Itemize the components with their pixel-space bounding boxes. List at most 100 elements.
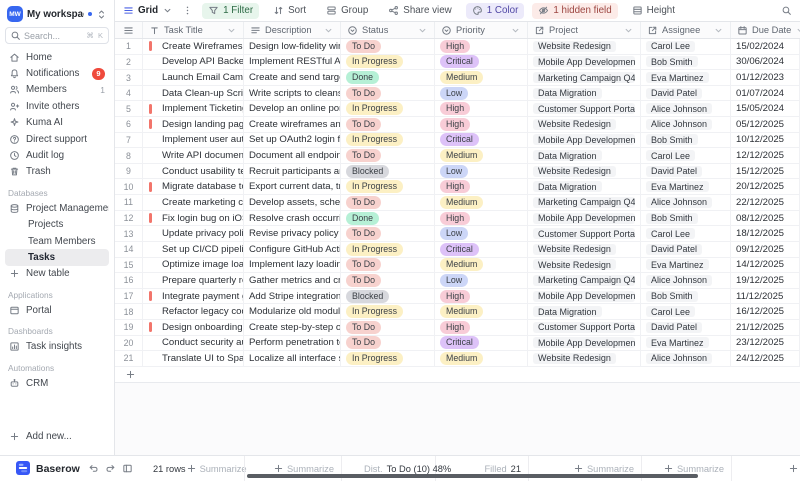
assignee-cell[interactable]: Alice Johnson	[641, 117, 731, 132]
view-options-icon[interactable]	[182, 5, 193, 16]
due-date-cell[interactable]: 20/12/2025	[731, 179, 800, 195]
task-title-cell[interactable]: Launch Email Campaign	[143, 70, 244, 85]
summarize-assignee[interactable]: Summarize	[663, 463, 724, 474]
description-cell[interactable]: Configure GitHub Actions f...	[244, 241, 341, 257]
due-date-cell[interactable]: 18/12/2025	[731, 226, 800, 241]
project-cell[interactable]: Mobile App Development	[528, 132, 641, 148]
assignee-cell[interactable]: David Patel	[641, 241, 731, 257]
workspace-selector-icon[interactable]	[96, 9, 107, 20]
priority-cell[interactable]: Low	[435, 226, 528, 241]
new-table-button[interactable]: New table	[5, 266, 109, 282]
priority-cell[interactable]: Medium	[435, 148, 528, 163]
sidebar-table-projects[interactable]: Projects	[28, 219, 64, 231]
toolbar-button-sort[interactable]: Sort	[267, 3, 312, 19]
priority-filled-count[interactable]: Filled 21	[435, 456, 528, 481]
row-number-cell[interactable]: 8	[115, 148, 143, 163]
priority-cell[interactable]: Medium	[435, 304, 528, 319]
description-cell[interactable]: Export current data, transf...	[244, 179, 341, 195]
sidebar-item-audit-log[interactable]: Audit log	[5, 147, 109, 163]
row-number-cell[interactable]: 12	[115, 210, 143, 226]
summarize-description[interactable]: Summarize	[273, 463, 334, 474]
due-date-cell[interactable]: 09/12/2025	[731, 241, 800, 257]
toolbar-button-1-hidden-field[interactable]: 1 hidden field	[532, 2, 618, 19]
task-title-cell[interactable]: Develop API Backend	[143, 54, 244, 70]
toolbar-button-1-color[interactable]: 1 Color	[465, 2, 525, 19]
sidebar-search-input[interactable]: Search... ⌘ K	[5, 27, 109, 44]
description-cell[interactable]: Create step-by-step onboa...	[244, 319, 341, 335]
sidebar-item-portal[interactable]: Portal	[5, 302, 109, 318]
description-cell[interactable]: Develop assets, schedule e...	[244, 195, 341, 210]
row-number-cell[interactable]: 3	[115, 70, 143, 85]
priority-cell[interactable]: Medium	[435, 195, 528, 210]
assignee-cell[interactable]: Alice Johnson	[641, 351, 731, 366]
assignee-cell[interactable]: Eva Martinez	[641, 335, 731, 351]
assignee-cell[interactable]: Alice Johnson	[641, 273, 731, 288]
row-number-cell[interactable]: 6	[115, 117, 143, 132]
row-number-cell[interactable]: 18	[115, 304, 143, 319]
column-header-project[interactable]: Project	[528, 22, 641, 38]
view-switcher[interactable]: Grid	[123, 5, 173, 16]
task-title-cell[interactable]: Design onboarding flow	[143, 319, 244, 335]
priority-cell[interactable]: Medium	[435, 70, 528, 85]
project-cell[interactable]: Mobile App Development	[528, 335, 641, 351]
row-number-cell[interactable]: 17	[115, 288, 143, 304]
status-cell[interactable]: Done	[341, 210, 435, 226]
row-number-cell[interactable]: 9	[115, 163, 143, 179]
task-title-cell[interactable]: Conduct usability testing	[143, 163, 244, 179]
due-date-cell[interactable]: 24/12/2025	[731, 351, 800, 366]
project-cell[interactable]: Website Redesign	[528, 257, 641, 273]
sidebar-item-kuma-ai[interactable]: Kuma AI	[5, 115, 109, 131]
due-date-cell[interactable]: 11/12/2025	[731, 288, 800, 304]
due-date-cell[interactable]: 15/12/2025	[731, 163, 800, 179]
due-date-cell[interactable]: 08/12/2025	[731, 210, 800, 226]
add-new-button[interactable]: Add new...	[5, 429, 109, 445]
status-cell[interactable]: In Progress	[341, 101, 435, 117]
row-number-cell[interactable]: 7	[115, 132, 143, 148]
assignee-cell[interactable]: Bob Smith	[641, 210, 731, 226]
sidebar-table-tasks[interactable]: Tasks	[5, 249, 109, 266]
description-cell[interactable]: Gather metrics and create ...	[244, 273, 341, 288]
project-cell[interactable]: Website Redesign	[528, 163, 641, 179]
priority-cell[interactable]: High	[435, 179, 528, 195]
assignee-cell[interactable]: Bob Smith	[641, 54, 731, 70]
status-cell[interactable]: To Do	[341, 335, 435, 351]
task-title-cell[interactable]: Update privacy policy	[143, 226, 244, 241]
description-cell[interactable]: Modularize old modules an...	[244, 304, 341, 319]
status-cell[interactable]: To Do	[341, 226, 435, 241]
status-cell[interactable]: To Do	[341, 319, 435, 335]
row-number-cell[interactable]: 20	[115, 335, 143, 351]
task-title-cell[interactable]: Conduct security audit	[143, 335, 244, 351]
row-number-cell[interactable]: 15	[115, 257, 143, 273]
description-cell[interactable]: Implement RESTful API end...	[244, 54, 341, 70]
due-date-cell[interactable]: 14/12/2025	[731, 257, 800, 273]
description-cell[interactable]: Document all endpoints for...	[244, 148, 341, 163]
row-number-cell[interactable]: 21	[115, 351, 143, 366]
priority-cell[interactable]: Medium	[435, 257, 528, 273]
description-cell[interactable]: Add Stripe integration for s...	[244, 288, 341, 304]
sidebar-item-trash[interactable]: Trash	[5, 164, 109, 180]
due-date-cell[interactable]: 01/12/2023	[731, 70, 800, 85]
status-distribution[interactable]: Dist. To Do (10) 48%	[341, 456, 451, 481]
due-date-cell[interactable]: 12/12/2025	[731, 148, 800, 163]
row-number-cell[interactable]: 13	[115, 226, 143, 241]
assignee-cell[interactable]: Carol Lee	[641, 148, 731, 163]
status-cell[interactable]: To Do	[341, 257, 435, 273]
description-cell[interactable]: Set up OAuth2 login flow, p...	[244, 132, 341, 148]
project-cell[interactable]: Data Migration	[528, 148, 641, 163]
task-title-cell[interactable]: Optimize image loading	[143, 257, 244, 273]
assignee-cell[interactable]: Bob Smith	[641, 288, 731, 304]
assignee-cell[interactable]: Eva Martinez	[641, 70, 731, 85]
task-title-cell[interactable]: Fix login bug on iOS	[143, 210, 244, 226]
description-cell[interactable]: Implement lazy loading and...	[244, 257, 341, 273]
task-title-cell[interactable]: Create marketing campaig...	[143, 195, 244, 210]
project-cell[interactable]: Mobile App Development	[528, 210, 641, 226]
task-title-cell[interactable]: Write API documentation	[143, 148, 244, 163]
sidebar-item-task-insights[interactable]: Task insights	[5, 338, 109, 354]
due-date-cell[interactable]: 22/12/2025	[731, 195, 800, 210]
status-cell[interactable]: To Do	[341, 148, 435, 163]
assignee-cell[interactable]: David Patel	[641, 85, 731, 101]
assignee-cell[interactable]: David Patel	[641, 163, 731, 179]
description-cell[interactable]: Develop an online portal all...	[244, 101, 341, 117]
due-date-cell[interactable]: 23/12/2025	[731, 335, 800, 351]
description-cell[interactable]: Resolve crash occurring w...	[244, 210, 341, 226]
